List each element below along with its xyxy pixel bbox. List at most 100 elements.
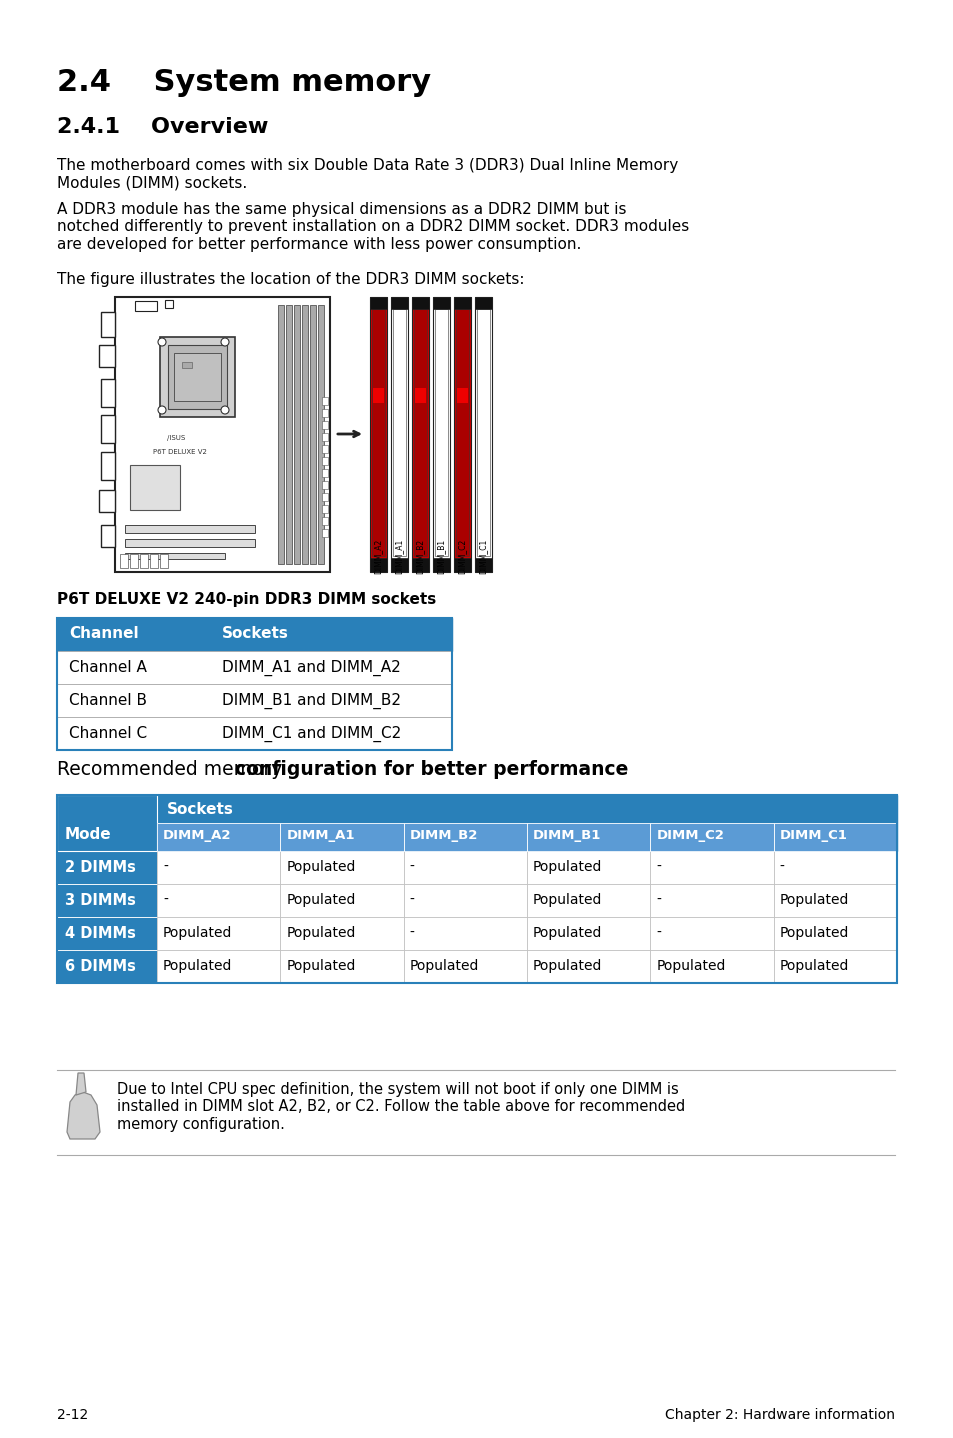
Bar [57, 851, 157, 884]
Text: Sockets: Sockets [222, 626, 289, 641]
Bar [99, 490, 115, 512]
Circle shape [221, 338, 229, 347]
Text: Populated: Populated [533, 893, 601, 907]
Text: -: - [779, 860, 783, 874]
Bar [433, 298, 450, 572]
Bar [393, 309, 406, 557]
Text: -: - [656, 926, 660, 940]
Text: DIMM_B1: DIMM_B1 [436, 539, 445, 574]
Bar [101, 416, 115, 443]
Text: Populated: Populated [779, 926, 848, 940]
Bar [280, 917, 403, 951]
Circle shape [158, 406, 166, 414]
Text: Populated: Populated [286, 860, 355, 874]
Bar [125, 554, 225, 559]
Bar [454, 298, 471, 309]
Text: Populated: Populated [409, 959, 478, 974]
Bar [475, 298, 492, 572]
Text: The figure illustrates the location of the DDR3 DIMM sockets:: The figure illustrates the location of t… [57, 272, 524, 288]
Text: Populated: Populated [533, 926, 601, 940]
Bar [322, 505, 328, 513]
Text: 4 DIMMs: 4 DIMMs [65, 926, 135, 940]
Text: DIMM_A1: DIMM_A1 [395, 539, 403, 574]
Bar [101, 380, 115, 407]
Circle shape [221, 406, 229, 414]
Bar [57, 618, 452, 651]
Bar [322, 469, 328, 477]
Bar [173, 352, 221, 401]
Text: configuration for better performance: configuration for better performance [234, 761, 628, 779]
Bar [157, 823, 280, 851]
Bar [160, 336, 234, 417]
Bar [773, 823, 896, 851]
Bar [57, 651, 452, 684]
Text: Chapter 2: Hardware information: Chapter 2: Hardware information [664, 1408, 894, 1422]
Bar [322, 529, 328, 536]
Bar [435, 309, 448, 557]
Bar [403, 951, 526, 984]
Text: -: - [409, 860, 415, 874]
Bar [650, 917, 773, 951]
Text: Populated: Populated [286, 959, 355, 974]
Bar [415, 388, 426, 403]
Bar [322, 444, 328, 453]
Bar [160, 554, 168, 568]
Text: Populated: Populated [286, 893, 355, 907]
Bar [433, 558, 450, 572]
Text: The motherboard comes with six Double Data Rate 3 (DDR3) Dual Inline Memory
Modu: The motherboard comes with six Double Da… [57, 158, 678, 190]
Text: 6 DIMMs: 6 DIMMs [65, 959, 135, 974]
Bar [322, 433, 328, 441]
Bar [526, 917, 650, 951]
Bar [370, 298, 387, 572]
Bar [115, 298, 330, 572]
Text: DIMM_B1 and DIMM_B2: DIMM_B1 and DIMM_B2 [222, 693, 400, 709]
Text: DIMM_A1 and DIMM_A2: DIMM_A1 and DIMM_A2 [222, 660, 400, 676]
Bar [57, 795, 896, 851]
Polygon shape [67, 1091, 100, 1139]
Bar [150, 554, 158, 568]
Polygon shape [76, 1073, 86, 1094]
Bar [372, 309, 385, 557]
Text: Sockets: Sockets [167, 802, 233, 817]
Text: P6T DELUXE V2 240-pin DDR3 DIMM sockets: P6T DELUXE V2 240-pin DDR3 DIMM sockets [57, 592, 436, 607]
Bar [773, 917, 896, 951]
Text: -: - [409, 926, 415, 940]
Bar [101, 452, 115, 480]
Bar [157, 917, 280, 951]
Bar [412, 298, 429, 309]
Text: 3 DIMMs: 3 DIMMs [65, 893, 135, 907]
Bar [120, 554, 128, 568]
Bar [157, 951, 280, 984]
Text: -: - [163, 893, 168, 907]
Bar [322, 421, 328, 429]
Bar [526, 951, 650, 984]
Text: Populated: Populated [163, 926, 233, 940]
Bar [322, 408, 328, 417]
Bar [57, 951, 157, 984]
Text: Channel A: Channel A [69, 660, 147, 674]
Bar [322, 457, 328, 464]
Bar [433, 298, 450, 309]
Text: DIMM_C1 and DIMM_C2: DIMM_C1 and DIMM_C2 [222, 726, 401, 742]
Bar [412, 558, 429, 572]
Text: Populated: Populated [779, 893, 848, 907]
Text: DIMM_B2: DIMM_B2 [409, 828, 477, 843]
Bar [157, 851, 280, 884]
Bar [526, 884, 650, 917]
Bar [57, 884, 157, 917]
Bar [286, 305, 292, 564]
Text: Populated: Populated [163, 959, 233, 974]
Text: -: - [656, 860, 660, 874]
Text: -: - [656, 893, 660, 907]
Circle shape [158, 338, 166, 347]
Bar [391, 298, 408, 309]
Bar [302, 305, 308, 564]
Text: 2-12: 2-12 [57, 1408, 89, 1422]
Text: Recommended memory: Recommended memory [57, 761, 288, 779]
Bar [322, 493, 328, 500]
Bar [140, 554, 148, 568]
Bar [322, 518, 328, 525]
Bar [101, 525, 115, 546]
Bar [280, 951, 403, 984]
Bar [57, 684, 452, 718]
